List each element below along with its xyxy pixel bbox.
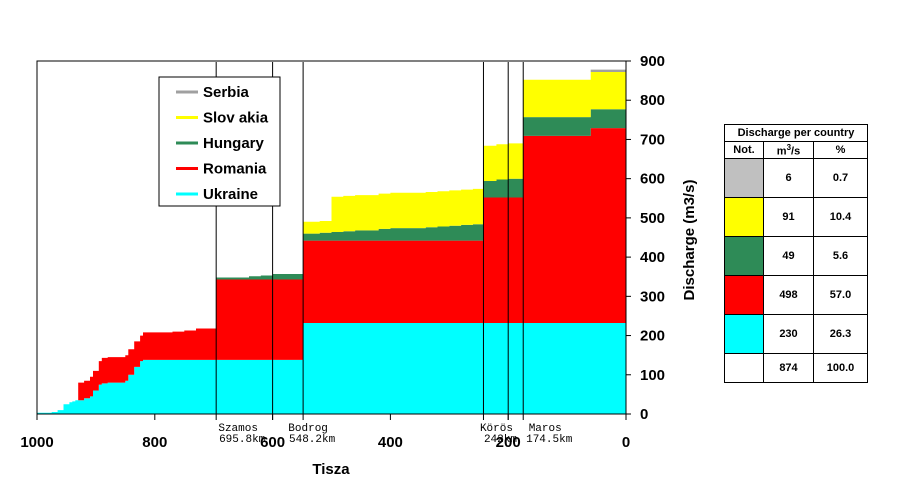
y-tick-label: 0 <box>640 406 648 423</box>
tributary-name: Maros <box>529 423 562 435</box>
legend-label: Serbia <box>203 84 250 101</box>
legend-label: Ukraine <box>203 186 258 203</box>
y-tick-label: 100 <box>640 367 665 384</box>
tributary-name: Bodrog <box>288 423 328 435</box>
y-tick-label: 800 <box>640 92 665 109</box>
x-tick-label: 0 <box>622 434 630 451</box>
table-discharge-value: 91 <box>763 197 814 237</box>
table-caption: Discharge per country <box>724 124 868 142</box>
x-tick-label: 200 <box>496 434 521 451</box>
table-percent-value: 100.0 <box>813 353 868 383</box>
tributary-name: Szamos <box>218 423 258 435</box>
y-tick-label: 900 <box>640 53 665 70</box>
table-discharge-value: 874 <box>763 353 814 383</box>
table-color-swatch <box>724 353 764 383</box>
table-discharge-value: 498 <box>763 275 814 315</box>
series-area-ukraine <box>37 323 626 414</box>
x-tick-label: 600 <box>260 434 285 451</box>
table-color-swatch <box>724 314 764 354</box>
legend: Serbia Slov akia Hungary Romania Ukraine <box>158 76 281 207</box>
x-tick-label: 400 <box>378 434 403 451</box>
legend-label: Slov akia <box>203 110 269 127</box>
y-tick-label: 600 <box>640 171 665 188</box>
table-percent-value: 26.3 <box>813 314 868 354</box>
y-tick-label: 400 <box>640 249 665 266</box>
table-percent-value: 10.4 <box>813 197 868 237</box>
table-color-swatch <box>724 275 764 315</box>
header-pct: % <box>813 141 868 159</box>
y-tick-label: 300 <box>640 288 665 305</box>
table-row: 6 0.7 <box>724 158 868 198</box>
table-percent-value: 5.6 <box>813 236 868 276</box>
x-tick-label: 800 <box>142 434 167 451</box>
header-m3s: m3/s <box>763 141 814 159</box>
table-row: 49 5.6 <box>724 236 868 276</box>
table-row: 498 57.0 <box>724 275 868 315</box>
y-tick-label: 500 <box>640 210 665 227</box>
table-row: 230 26.3 <box>724 314 868 354</box>
table-row: 91 10.4 <box>724 197 868 237</box>
table-percent-value: 0.7 <box>813 158 868 198</box>
x-axis-title: Tisza <box>312 461 350 478</box>
tributary-distance: 695.8km <box>219 434 266 446</box>
table-discharge-value: 230 <box>763 314 814 354</box>
table-discharge-value: 6 <box>763 158 814 198</box>
plot-frame <box>36 60 627 415</box>
table-color-swatch <box>724 197 764 237</box>
table-color-swatch <box>724 236 764 276</box>
series-area-romania <box>37 128 626 413</box>
y-tick-label: 200 <box>640 328 665 345</box>
x-axis: 1000 800 600 400 200 0 <box>20 414 630 451</box>
tributary-distance: 174.5km <box>526 434 573 446</box>
y-axis: 0 100 200 300 400 500 600 700 800 900 <box>626 53 665 423</box>
discharge-per-country-table: Discharge per country Not. m3/s % 6 0.7 91… <box>724 124 868 383</box>
tributary-distance: 548.2km <box>289 434 336 446</box>
table-color-swatch <box>724 158 764 198</box>
y-axis-title: Discharge (m3/s) <box>681 180 698 301</box>
table-discharge-value: 49 <box>763 236 814 276</box>
tributary-distance: 242km <box>484 434 517 446</box>
x-tick-label: 1000 <box>20 434 53 451</box>
table-row: 874 100.0 <box>724 353 868 383</box>
table-percent-value: 57.0 <box>813 275 868 315</box>
tributary-name: Körös <box>480 423 513 435</box>
legend-label: Romania <box>203 161 267 178</box>
series-area-slovakia <box>37 72 626 413</box>
header-not: Not. <box>724 141 764 159</box>
y-tick-label: 700 <box>640 131 665 148</box>
plot-area <box>37 69 626 414</box>
legend-label: Hungary <box>203 135 265 152</box>
